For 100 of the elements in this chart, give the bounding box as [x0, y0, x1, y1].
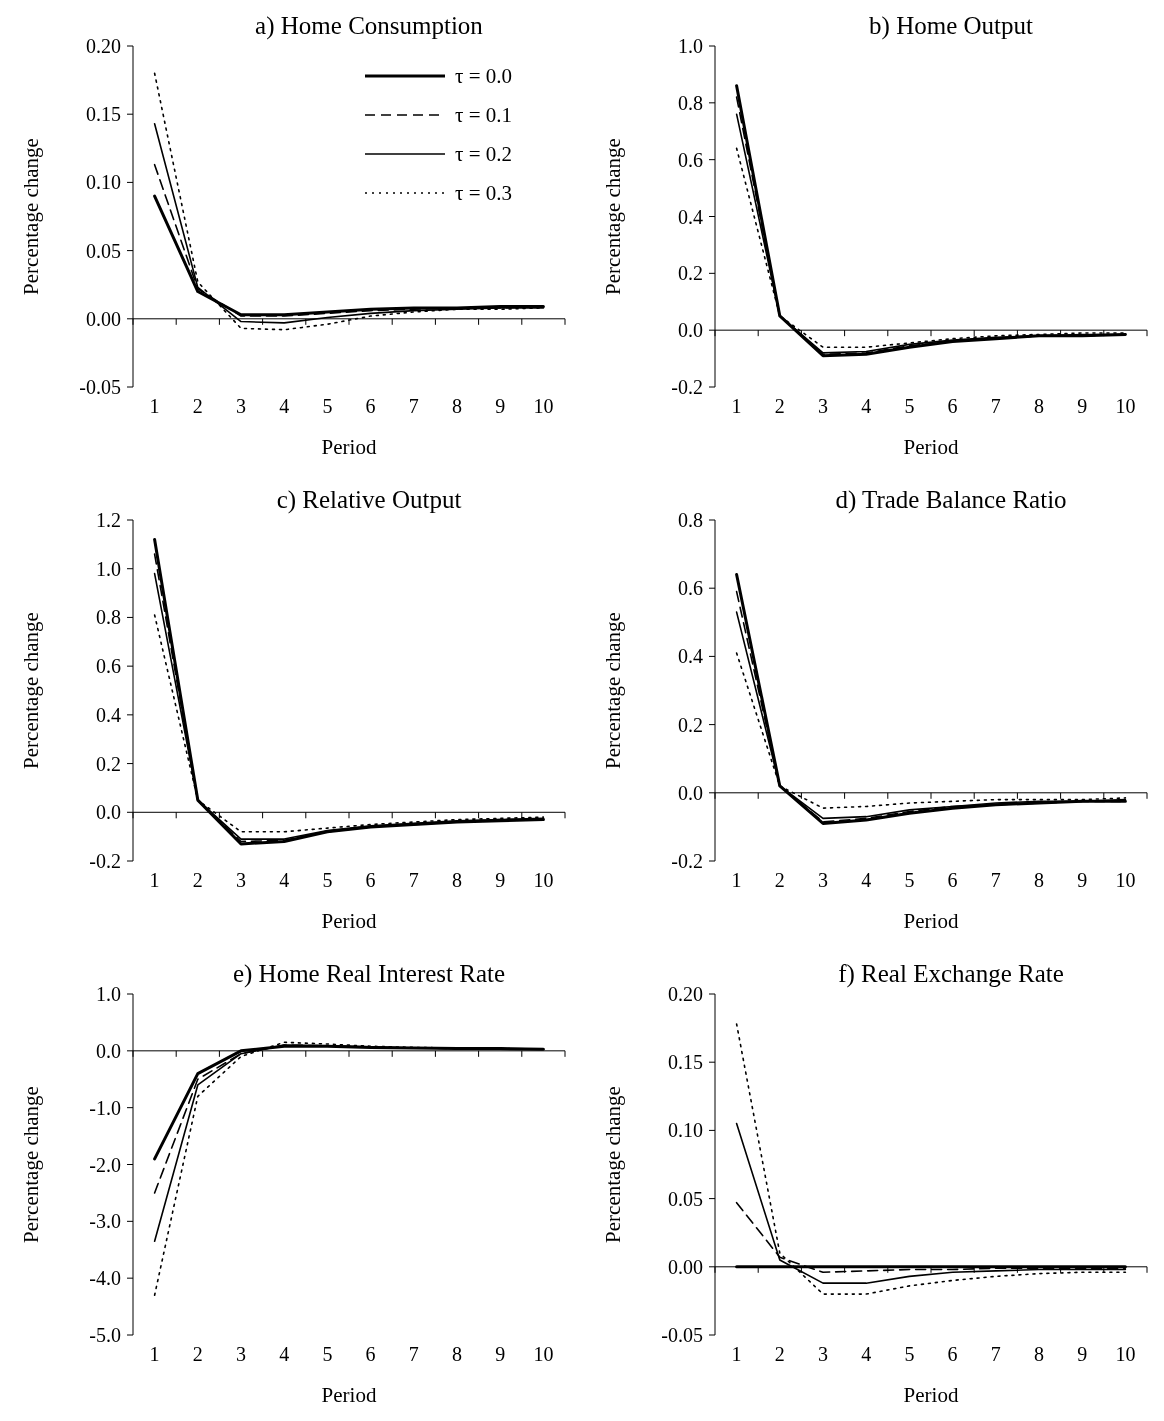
y-tick-label: 0.2 [678, 262, 703, 285]
x-tick-label: 2 [774, 1343, 785, 1365]
x-tick-label: 10 [533, 869, 554, 891]
y-axis-title: Percentage change [19, 1086, 43, 1243]
y-tick-label: 0.4 [678, 205, 703, 228]
x-tick-label: 6 [365, 1343, 376, 1365]
chart-title: a) Home Consumption [255, 12, 484, 40]
y-tick-label: -0.2 [671, 850, 703, 872]
x-tick-label: 3 [818, 395, 828, 417]
x-tick-label: 3 [236, 1343, 246, 1365]
x-tick-label: 7 [990, 1343, 1001, 1365]
x-axis-title: Period [903, 1383, 959, 1407]
x-tick-label: 10 [1115, 395, 1136, 417]
y-tick-label: -4.0 [89, 1267, 121, 1290]
y-tick-label: 0.0 [96, 801, 121, 824]
x-tick-label: 4 [279, 395, 290, 417]
x-tick-label: 9 [1077, 869, 1088, 891]
x-tick-label: 2 [774, 395, 785, 417]
x-tick-label: 4 [861, 395, 872, 417]
chart-title: c) Relative Output [276, 486, 462, 514]
x-axis-title: Period [903, 909, 959, 933]
legend-label: τ = 0.0 [455, 64, 513, 89]
y-tick-label: 0.10 [86, 171, 121, 194]
x-tick-label: 6 [947, 1343, 958, 1365]
x-tick-label: 6 [947, 395, 958, 417]
x-tick-label: 1 [149, 395, 160, 417]
y-tick-label: 0.10 [668, 1119, 703, 1142]
y-tick-label: 0.20 [668, 983, 703, 1005]
y-tick-label: -0.2 [89, 850, 121, 872]
x-tick-label: 10 [533, 395, 554, 417]
y-tick-label: 1.0 [678, 35, 703, 57]
x-tick-label: 8 [1034, 869, 1044, 891]
x-tick-label: 2 [192, 1343, 203, 1365]
y-tick-label: 0.0 [678, 319, 703, 342]
y-tick-label: 0.15 [668, 1051, 703, 1074]
y-tick-label: 0.0 [678, 781, 703, 804]
y-axis-title: Percentage change [19, 138, 43, 295]
legend-label: τ = 0.2 [455, 142, 513, 167]
x-tick-label: 8 [1034, 1343, 1044, 1365]
y-tick-label: -0.05 [661, 1324, 703, 1346]
x-tick-label: 2 [774, 869, 785, 891]
x-tick-label: 7 [990, 395, 1001, 417]
x-tick-label: 7 [408, 1343, 419, 1365]
x-tick-label: 7 [408, 395, 419, 417]
x-axis-title: Period [321, 909, 377, 933]
x-tick-label: 4 [279, 869, 290, 891]
x-tick-label: 10 [1115, 1343, 1136, 1365]
x-tick-label: 6 [365, 395, 376, 417]
y-tick-label: 0.2 [678, 713, 703, 736]
x-tick-label: 2 [192, 869, 203, 891]
chart-title: b) Home Output [869, 12, 1033, 40]
x-tick-label: 6 [947, 869, 958, 891]
y-tick-label: 0.00 [668, 1255, 703, 1278]
legend-label: τ = 0.1 [455, 103, 513, 128]
x-tick-label: 1 [731, 1343, 742, 1365]
y-tick-label: -3.0 [89, 1210, 121, 1233]
y-tick-label: 0.05 [668, 1187, 703, 1210]
x-tick-label: 9 [495, 1343, 506, 1365]
y-tick-label: 0.4 [96, 703, 121, 726]
x-axis-title: Period [321, 435, 377, 459]
x-tick-label: 5 [322, 395, 333, 417]
y-tick-label: 0.8 [96, 606, 121, 629]
y-axis-title: Percentage change [19, 612, 43, 769]
x-tick-label: 8 [1034, 395, 1044, 417]
x-tick-label: 7 [990, 869, 1001, 891]
x-tick-label: 5 [904, 395, 915, 417]
y-axis-title: Percentage change [601, 1086, 625, 1243]
x-axis-title: Period [903, 435, 959, 459]
chart-title: d) Trade Balance Ratio [835, 486, 1067, 514]
x-tick-label: 5 [322, 1343, 333, 1365]
y-tick-label: 0.0 [96, 1039, 121, 1062]
x-tick-label: 9 [495, 395, 506, 417]
y-tick-label: 0.15 [86, 103, 121, 126]
y-tick-label: -0.05 [79, 376, 121, 398]
x-tick-label: 5 [904, 1343, 915, 1365]
y-tick-label: 0.8 [678, 509, 703, 531]
y-tick-label: 1.0 [96, 557, 121, 580]
chart-title: f) Real Exchange Rate [838, 960, 1064, 988]
x-tick-label: 3 [236, 869, 246, 891]
x-tick-label: 4 [861, 1343, 872, 1365]
x-tick-label: 2 [192, 395, 203, 417]
y-tick-label: 0.2 [96, 752, 121, 775]
y-tick-label: 0.6 [678, 577, 703, 600]
x-tick-label: 6 [365, 869, 376, 891]
x-axis-title: Period [321, 1383, 377, 1407]
legend-label: τ = 0.3 [455, 181, 513, 206]
chart-title: e) Home Real Interest Rate [232, 960, 506, 988]
x-tick-label: 8 [452, 1343, 462, 1365]
x-tick-label: 9 [1077, 395, 1088, 417]
y-tick-label: 0.05 [86, 239, 121, 262]
y-tick-label: 1.0 [96, 983, 121, 1005]
x-tick-label: 8 [452, 869, 462, 891]
y-axis-title: Percentage change [601, 612, 625, 769]
x-tick-label: 1 [731, 869, 742, 891]
y-tick-label: -5.0 [89, 1324, 121, 1346]
y-tick-label: -2.0 [89, 1153, 121, 1176]
x-tick-label: 10 [1115, 869, 1136, 891]
x-tick-label: 7 [408, 869, 419, 891]
y-tick-label: 0.4 [678, 645, 703, 668]
x-tick-label: 8 [452, 395, 462, 417]
